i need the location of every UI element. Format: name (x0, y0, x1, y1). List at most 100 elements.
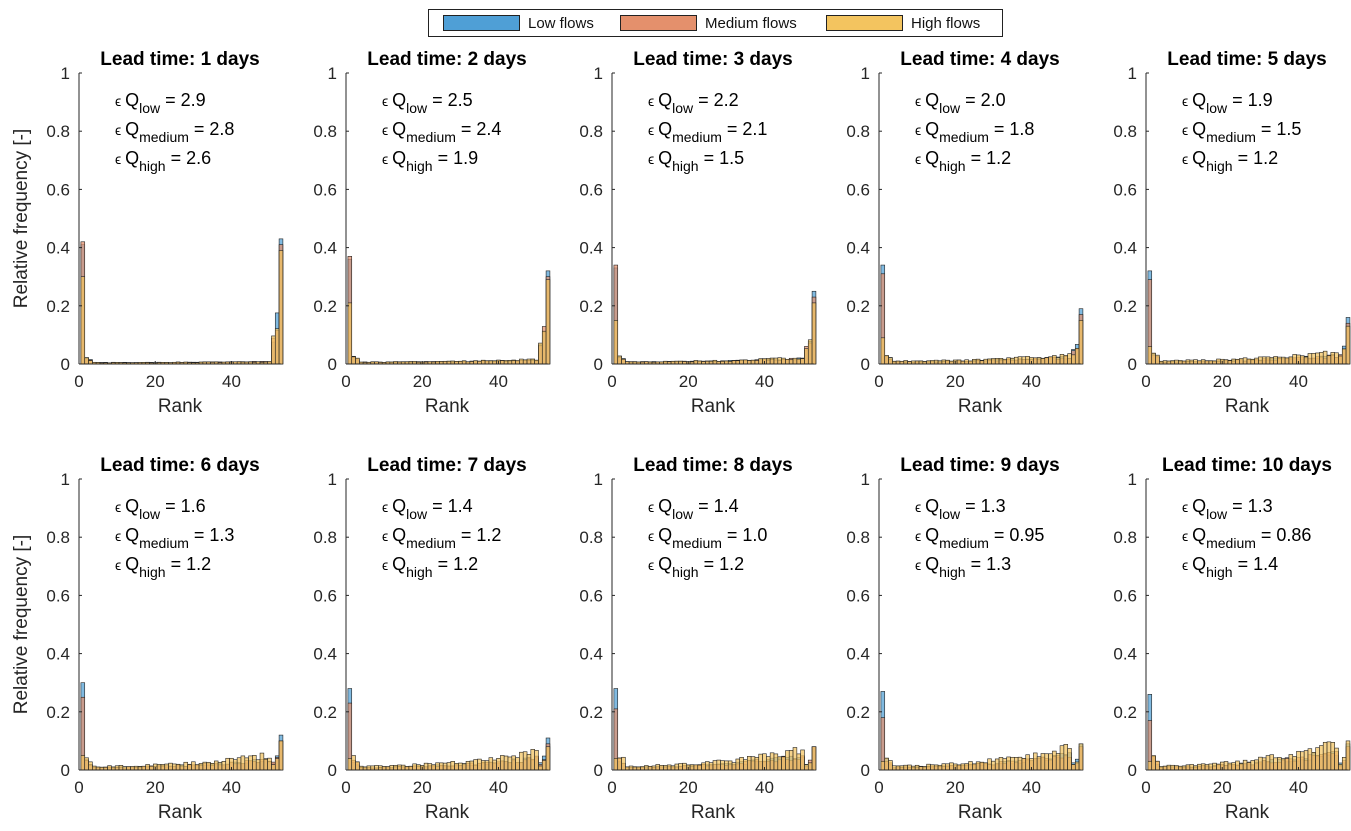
bar-high-p7-rank-16 (404, 766, 410, 771)
bar-high-p5-rank-1 (1147, 346, 1153, 365)
bar-high-p5-rank-2 (1151, 352, 1156, 365)
x-axis-label-p7: Rank (425, 802, 470, 823)
bar-high-p8-rank-28 (716, 759, 721, 771)
legend-swatch-medium (620, 15, 697, 31)
bar-high-p10-rank-33 (1269, 754, 1274, 771)
bar-high-p3-rank-3 (621, 358, 626, 365)
bar-high-p9-rank-44 (1044, 753, 1049, 771)
y-tick-label-p3-5: 1 (594, 64, 603, 83)
x-tick-label-p9-0: 0 (874, 778, 883, 797)
bar-high-p4-rank-42 (1036, 357, 1042, 365)
bar-high-p6-rank-26 (175, 763, 181, 771)
bar-high-p10-rank-52 (1341, 756, 1347, 771)
bar-high-p9-rank-38 (1021, 758, 1027, 771)
bar-high-p10-rank-23 (1231, 762, 1236, 771)
y-tick-label-p7-1: 0.2 (313, 703, 337, 722)
bar-high-p5-rank-13 (1193, 359, 1198, 365)
bar-high-p5-rank-45 (1315, 352, 1320, 365)
eps-annotation-high-p9: ϵ Qhigh = 1.3 (915, 554, 1011, 580)
bar-high-p10-rank-22 (1227, 762, 1233, 771)
bar-high-p2-rank-48 (526, 358, 532, 365)
bar-high-p8-rank-31 (727, 760, 733, 771)
panel-title-p4: Lead time: 4 days (900, 49, 1059, 70)
bar-high-p10-rank-30 (1258, 756, 1263, 771)
y-tick-label-p7-5: 1 (328, 470, 337, 489)
bar-high-p5-rank-41 (1300, 355, 1305, 365)
bar-high-p10-rank-53 (1345, 740, 1351, 771)
bar-high-p7-rank-14 (397, 764, 402, 771)
bar-high-p9-rank-15 (933, 764, 939, 771)
bar-high-p8-rank-9 (644, 765, 649, 771)
eps-annotation-low-p9: ϵ Qlow = 1.3 (915, 496, 1006, 522)
bar-high-p10-rank-31 (1261, 757, 1267, 771)
eps-annotation-medium-p2: ϵ Qmedium = 2.4 (382, 119, 501, 145)
bar-high-p9-rank-25 (972, 763, 977, 771)
bar-high-p7-rank-35 (477, 758, 482, 771)
bar-high-p3-rank-52 (807, 339, 813, 365)
bar-high-p9-rank-35 (1010, 756, 1015, 771)
bar-high-p4-rank-30 (991, 358, 996, 365)
bar-high-p7-rank-28 (450, 761, 455, 771)
y-tick-label-p8-4: 0.8 (579, 528, 603, 547)
x-axis-label-p5: Rank (1225, 396, 1270, 417)
bar-high-p9-rank-4 (892, 765, 897, 771)
bar-high-p8-rank-3 (621, 756, 626, 771)
bar-high-p8-rank-25 (705, 761, 710, 771)
bar-high-p7-rank-47 (522, 751, 528, 771)
bar-high-p6-rank-46 (252, 755, 257, 771)
legend-label-medium: Medium flows (705, 14, 797, 32)
bar-high-p4-rank-34 (1006, 357, 1011, 365)
bar-high-p9-rank-39 (1025, 754, 1030, 771)
bar-high-p5-rank-29 (1254, 357, 1259, 365)
bar-high-p9-rank-47 (1055, 753, 1061, 771)
x-tick-label-p9-2: 40 (1022, 778, 1041, 797)
bar-high-p7-rank-42 (503, 755, 509, 771)
y-tick-label-p5-3: 0.6 (1113, 180, 1137, 199)
eps-annotation-low-p7: ϵ Qlow = 1.4 (382, 496, 473, 522)
bar-high-p10-rank-8 (1174, 765, 1179, 771)
bar-high-p10-rank-18 (1212, 762, 1217, 771)
bar-high-p4-rank-26 (975, 358, 981, 365)
y-tick-label-p2-3: 0.6 (313, 180, 337, 199)
bar-high-p8-rank-15 (666, 764, 672, 771)
bar-high-p3-rank-51 (804, 348, 809, 365)
bar-high-p6-rank-30 (191, 761, 196, 771)
bar-high-p5-rank-38 (1288, 356, 1294, 365)
eps-annotation-high-p6: ϵ Qhigh = 1.2 (115, 554, 211, 580)
bar-high-p5-rank-12 (1189, 359, 1194, 365)
y-tick-label-p6-0: 0 (61, 761, 70, 780)
bar-high-p3-rank-34 (739, 359, 744, 365)
y-tick-label-p5-0: 0 (1128, 355, 1137, 374)
bar-high-p7-rank-8 (374, 765, 379, 771)
eps-annotation-low-p8: ϵ Qlow = 1.4 (648, 496, 739, 522)
bar-high-p7-rank-29 (454, 763, 459, 771)
y-tick-label-p3-0: 0 (594, 355, 603, 374)
bar-high-p6-rank-37 (217, 762, 223, 771)
bar-high-p5-rank-26 (1242, 357, 1248, 365)
bar-high-p8-rank-17 (674, 763, 680, 771)
y-tick-label-p6-5: 1 (61, 470, 70, 489)
bar-high-p3-rank-44 (777, 357, 782, 365)
bar-high-p10-rank-19 (1216, 763, 1221, 771)
bar-high-p8-rank-11 (651, 765, 657, 771)
bar-high-p9-rank-52 (1074, 761, 1080, 771)
bar-high-p9-rank-1 (880, 760, 886, 771)
x-axis-label-p1: Rank (158, 396, 203, 417)
x-tick-label-p10-1: 20 (1213, 778, 1232, 797)
bar-high-p6-rank-11 (118, 764, 124, 771)
bar-high-p7-rank-9 (378, 765, 383, 771)
bar-high-p3-rank-49 (796, 358, 801, 365)
legend: Low flows Medium flows High flows (428, 9, 1003, 37)
bar-high-p9-rank-26 (975, 761, 981, 771)
bar-high-p8-rank-34 (739, 757, 744, 771)
y-tick-label-p7-4: 0.8 (313, 528, 337, 547)
bar-high-p5-rank-28 (1250, 358, 1255, 365)
bar-high-p7-rank-44 (511, 755, 516, 771)
x-tick-label-p1-0: 0 (74, 372, 83, 391)
bar-high-p6-rank-3 (88, 761, 93, 771)
bar-high-p8-rank-8 (640, 766, 645, 771)
bar-high-p10-rank-43 (1307, 748, 1313, 771)
panel-title-p10: Lead time: 10 days (1162, 455, 1332, 476)
bar-high-p3-rank-53 (811, 302, 817, 365)
